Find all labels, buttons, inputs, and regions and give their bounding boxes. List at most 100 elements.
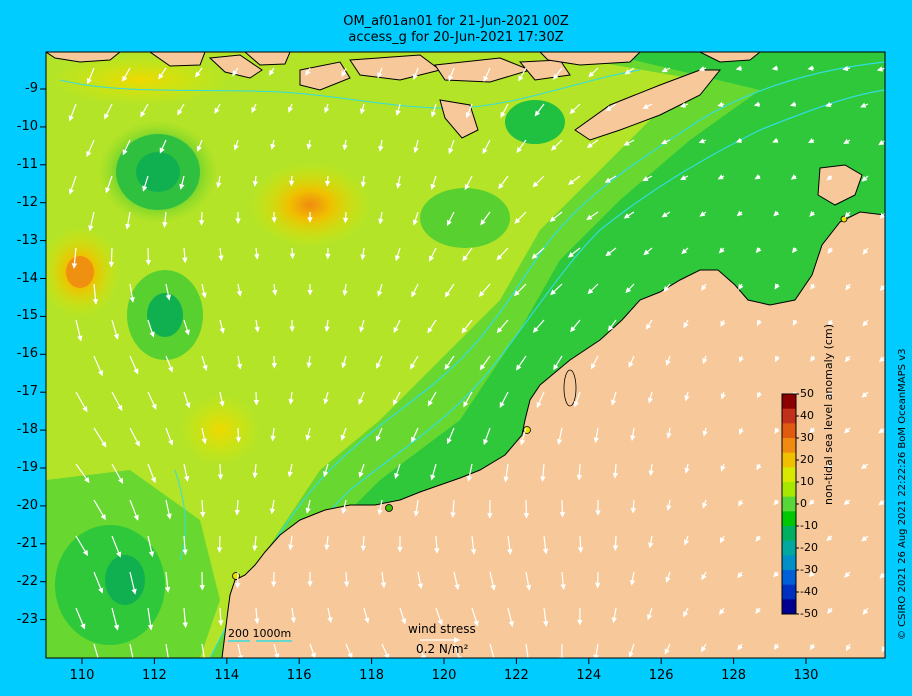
wind-arrow-head [198, 220, 205, 226]
wind-arrow-head [791, 247, 798, 254]
wind-arrow-head [568, 179, 575, 185]
wind-arrow-head [235, 218, 241, 225]
wind-arrow-head [461, 327, 468, 334]
wind-arrow [165, 643, 169, 658]
wind-arrow-head [307, 581, 313, 587]
wind-arrow-head [623, 213, 630, 219]
wind-arrow-head [395, 182, 402, 189]
wind-arrow-head [755, 247, 762, 254]
wind-arrow-head [413, 147, 419, 154]
wind-arrow-head [342, 144, 348, 151]
wind-arrow-head [499, 401, 505, 409]
wind-arrow-head [97, 661, 100, 665]
wind-arrow-head [444, 291, 451, 298]
wind-arrow-head [664, 648, 670, 655]
wind-arrow-head [629, 579, 636, 586]
wind-arrow-head [236, 290, 243, 297]
wind-arrow-head [665, 576, 671, 583]
wind-arrow-head [410, 363, 416, 370]
wind-arrow-head [684, 395, 690, 402]
wind-arrow-head [218, 620, 224, 626]
wind-arrow-head [878, 139, 885, 146]
wind-arrow-head [498, 183, 504, 190]
wind-arrow-head [755, 535, 762, 542]
wind-arrow-head [122, 149, 128, 156]
wind-arrow-head [310, 652, 316, 658]
colorbar-tick-label: 20 [800, 453, 814, 466]
wind-arrow-head [168, 439, 174, 446]
wind-arrow-head [586, 214, 593, 221]
wind-arrow-head [427, 400, 433, 407]
wind-arrow-head [341, 362, 347, 369]
wind-arrow-head [536, 401, 542, 409]
wind-arrow-head [789, 101, 796, 107]
wind-arrow-head [84, 476, 90, 484]
colorbar-segment [782, 408, 796, 424]
wind-arrow-head [182, 622, 188, 629]
wind-arrow-head [525, 584, 532, 591]
wind-arrow-head [702, 502, 708, 509]
wind-arrow [201, 643, 205, 658]
land-islands [46, 52, 863, 206]
wind-arrow-head [377, 509, 383, 516]
wind-arrow-head [82, 406, 88, 413]
wind-arrow-head [698, 66, 705, 72]
wind-arrow-head [234, 582, 241, 589]
wind-arrow-head [736, 210, 743, 217]
wind-arrow-head [827, 391, 833, 398]
y-tick-label: -10 [16, 118, 38, 134]
wind-arrow-head [496, 254, 503, 261]
wind-arrow-head [720, 465, 726, 472]
wind-arrow-head [378, 218, 384, 225]
wind-arrow-head [323, 471, 329, 478]
colorbar-segment [782, 555, 796, 571]
wind-arrow-head [550, 289, 557, 296]
wind-arrow-head [809, 211, 816, 217]
wind-arrow-head [482, 147, 488, 155]
wind-arrow [93, 643, 99, 658]
wind-arrow-head [588, 71, 595, 78]
wind-arrow-head [826, 535, 833, 542]
colorbar-tick-label: -10 [800, 519, 818, 532]
wind-arrow-head [290, 617, 296, 624]
wind-arrow-head [480, 219, 486, 226]
wind-arrow-head [738, 428, 744, 435]
y-tick-label: -14 [16, 270, 38, 286]
wind-arrow-head [236, 363, 243, 370]
wind-arrow-head [166, 513, 172, 520]
wind-arrow-head [661, 212, 668, 218]
wind-arrow-head [142, 185, 148, 192]
wind-arrow-head [862, 320, 869, 327]
wind-arrow-head [327, 617, 333, 624]
wind-arrow-head [307, 290, 313, 296]
wind-arrow-head [108, 261, 115, 268]
colorbar-segment [782, 423, 796, 439]
wind-arrow-head [790, 174, 797, 180]
wind-arrow-head [683, 611, 689, 618]
wind-arrow-head [184, 475, 190, 482]
wind-arrow-head [68, 188, 74, 195]
wind-arrow-head [448, 75, 454, 82]
wind-arrow-head [540, 476, 546, 482]
wind-arrow-head [683, 322, 689, 329]
wind-arrow-head [306, 362, 312, 369]
wind-arrow-head [341, 508, 347, 515]
wind-arrow-head [573, 401, 579, 408]
wind-arrow-head [122, 75, 128, 82]
wind-arrow-head [531, 253, 538, 260]
wind-arrow-head [88, 225, 94, 232]
wind-arrow-head [567, 251, 574, 258]
wind-arrow-head [808, 571, 815, 578]
wind-arrow-head [305, 434, 311, 441]
wind-arrow-head [307, 217, 313, 223]
wind-arrow-head [219, 400, 225, 407]
wind-arrow-head [100, 514, 106, 521]
wind-arrow-head [232, 70, 238, 77]
wind-arrow-head [392, 399, 398, 406]
wind-arrow-head [605, 250, 612, 257]
wind-arrow-head [773, 571, 779, 578]
wind-arrow-head [164, 587, 171, 593]
wind-arrow-head [412, 73, 418, 81]
wind-arrow-head [113, 624, 120, 631]
title-line-1: OM_af01an01 for 21-Jun-2021 00Z [343, 14, 569, 29]
